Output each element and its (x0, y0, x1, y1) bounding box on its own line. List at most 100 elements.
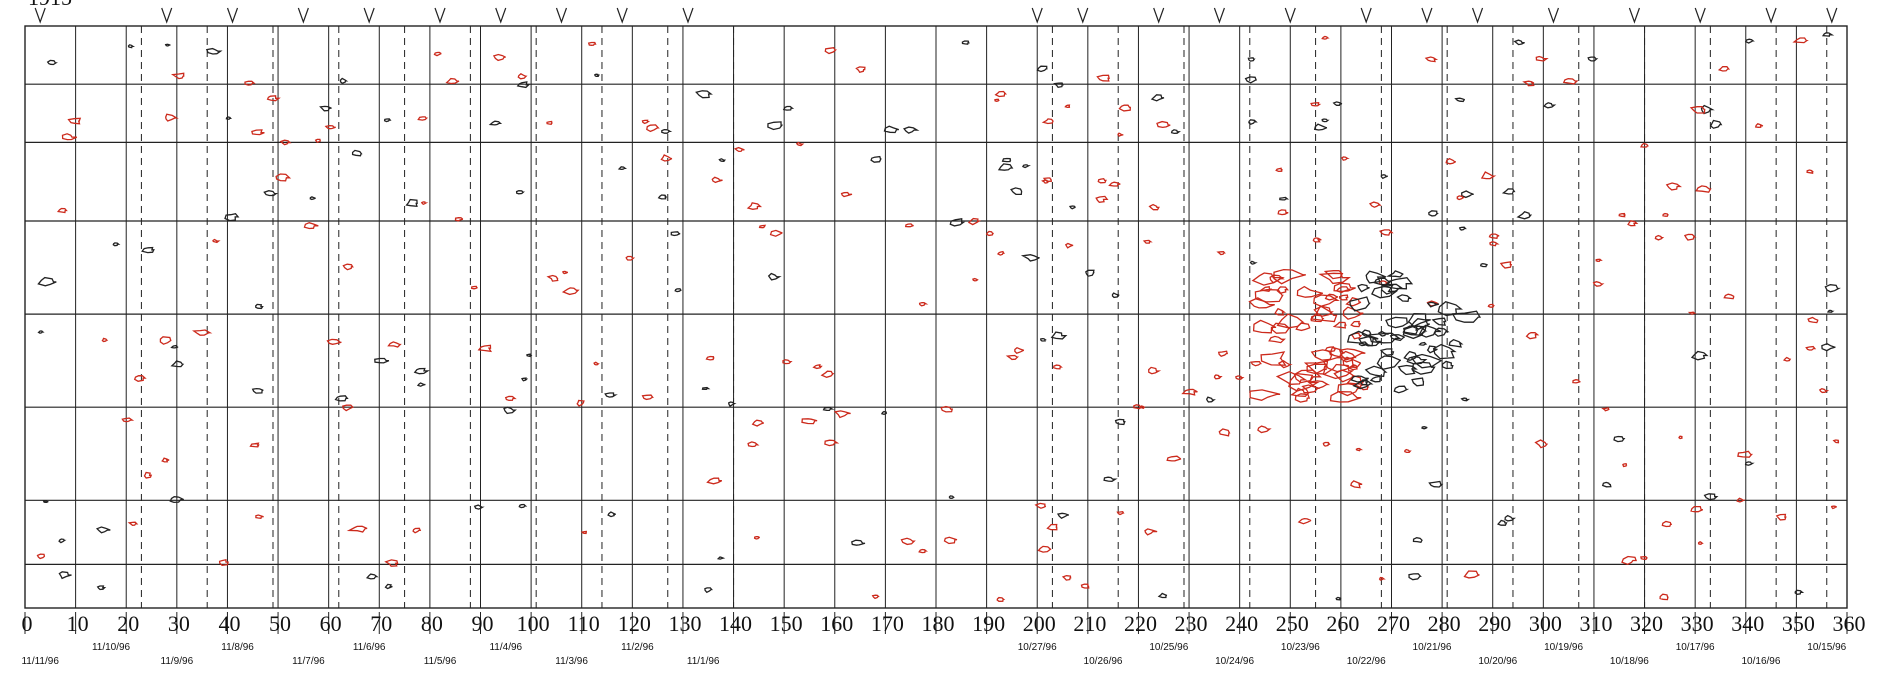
positive-contour (1021, 164, 1031, 169)
positive-contour (1114, 418, 1126, 426)
negative-contour (517, 73, 528, 80)
negative-contour (1456, 195, 1466, 201)
negative-contour (1252, 319, 1277, 334)
negative-contour (1404, 448, 1412, 454)
negative-contour (1133, 404, 1144, 410)
negative-contour (1346, 374, 1366, 385)
positive-contour (961, 40, 970, 45)
negative-contour (1277, 209, 1289, 216)
negative-contour (994, 98, 1000, 102)
positive-contour (1381, 283, 1404, 295)
positive-contour (727, 401, 737, 408)
negative-contour (1064, 104, 1071, 109)
axis-tick-label: 310 (1579, 611, 1612, 636)
positive-contour (1379, 348, 1395, 356)
negative-contour (1148, 366, 1162, 375)
axis-tick-label: 110 (568, 611, 600, 636)
positive-contour (384, 583, 393, 590)
negative-contour (1378, 576, 1386, 581)
v-marker (1628, 7, 1640, 24)
negative-contour (1806, 169, 1815, 175)
negative-contour (266, 95, 281, 102)
axis-tick-label: 230 (1175, 611, 1208, 636)
positive-contour (1410, 318, 1430, 330)
negative-contour (346, 525, 368, 533)
positive-contour (413, 367, 430, 375)
negative-contour (244, 80, 256, 86)
positive-contour (1332, 101, 1343, 106)
negative-contour (1276, 286, 1290, 295)
negative-contour (1213, 374, 1223, 380)
axis-tick-label: 130 (668, 611, 701, 636)
axis-tick-label: 210 (1073, 611, 1106, 636)
negative-contour (587, 41, 597, 46)
date-label: 10/19/96 (1544, 642, 1583, 653)
negative-contour (1118, 104, 1131, 112)
positive-contour (1454, 97, 1465, 103)
negative-contour (384, 559, 399, 567)
negative-contour (67, 117, 82, 125)
negative-contour (1312, 237, 1322, 243)
negative-contour (1234, 375, 1245, 380)
positive-contour (1361, 329, 1372, 337)
positive-contour (997, 163, 1014, 171)
v-marker (495, 7, 507, 24)
axis-tick-label: 360 (1833, 611, 1866, 636)
negative-contour (445, 77, 460, 85)
positive-contour (903, 126, 920, 134)
positive-contour (473, 504, 485, 510)
positive-contour (351, 149, 363, 157)
negative-contour (1368, 201, 1382, 208)
negative-contour (387, 341, 402, 348)
negative-contour (342, 263, 354, 271)
positive-contour (1389, 334, 1405, 342)
positive-contour (526, 353, 533, 358)
negative-contour (192, 329, 213, 336)
positive-contour (880, 410, 888, 415)
positive-contour (58, 538, 67, 544)
meridian-lines (75, 26, 1828, 608)
axis-tick-label: 70 (370, 611, 392, 636)
negative-contour (840, 191, 853, 198)
negative-contour (1535, 55, 1549, 62)
negative-contour (1271, 322, 1292, 334)
negative-contour (855, 66, 866, 74)
negative-contour (1832, 439, 1840, 444)
axis-tick-label: 340 (1731, 611, 1764, 636)
v-marker (1284, 7, 1296, 24)
negative-contour (1064, 242, 1074, 249)
date-label: 10/27/96 (1018, 642, 1057, 653)
positive-contour (1247, 57, 1256, 62)
positive-contour (1418, 341, 1428, 346)
positive-contour (1368, 332, 1402, 344)
date-label: 11/2/96 (621, 642, 654, 653)
positive-contour (1432, 343, 1457, 360)
negative-contour (275, 173, 292, 182)
negative-contour (1005, 354, 1020, 361)
negative-contour (1489, 241, 1500, 247)
positive-contour (1321, 118, 1330, 123)
negative-contour (249, 442, 260, 448)
negative-contour (1108, 181, 1121, 187)
v-marker (297, 7, 309, 24)
negative-contour (782, 359, 793, 365)
negative-contour (996, 596, 1006, 602)
positive-contour (1448, 338, 1464, 348)
positive-contour (604, 392, 618, 398)
negative-contour (769, 229, 783, 237)
negative-contour (561, 287, 580, 296)
positive-contour (1411, 377, 1425, 387)
negative-contour (1310, 349, 1333, 361)
negative-contour (1297, 517, 1312, 525)
negative-contour (1080, 583, 1090, 589)
v-marker (1826, 7, 1838, 24)
negative-contour (1301, 384, 1320, 394)
negative-contour (1144, 528, 1158, 536)
date-label: 10/16/96 (1741, 656, 1780, 667)
positive-contour (1410, 353, 1442, 369)
positive-contour (1700, 104, 1715, 115)
positive-contour (1313, 123, 1328, 131)
negative-contour (143, 471, 153, 479)
negative-contour (1052, 364, 1063, 370)
